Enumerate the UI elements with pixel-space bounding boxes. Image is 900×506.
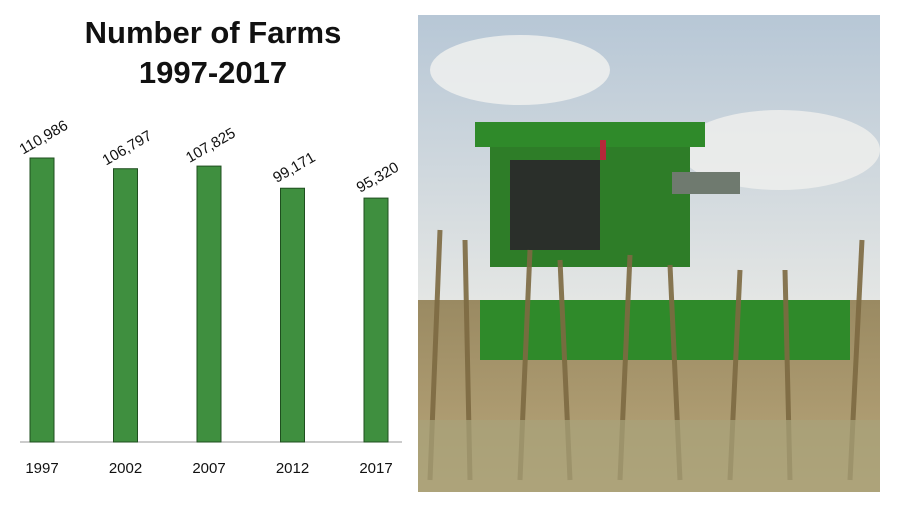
chart-title: Number of Farms — [85, 15, 342, 50]
value-label: 110,986 — [16, 117, 70, 158]
bar — [29, 157, 55, 443]
value-label: 106,797 — [100, 127, 155, 169]
x-tick-label: 1997 — [25, 460, 58, 477]
bar — [113, 168, 138, 443]
bar — [196, 165, 222, 443]
value-label: 95,320 — [354, 159, 402, 197]
x-tick-label: 2012 — [276, 460, 309, 477]
bar — [363, 197, 389, 443]
x-tick-label: 2007 — [192, 460, 225, 477]
bar — [280, 187, 305, 443]
x-tick-label: 2002 — [109, 460, 142, 477]
photo — [418, 15, 880, 492]
value-label: 107,825 — [183, 125, 238, 167]
x-tick-label: 2017 — [359, 460, 392, 477]
chart-subtitle: 1997-2017 — [139, 55, 287, 90]
value-label: 99,171 — [270, 149, 318, 187]
